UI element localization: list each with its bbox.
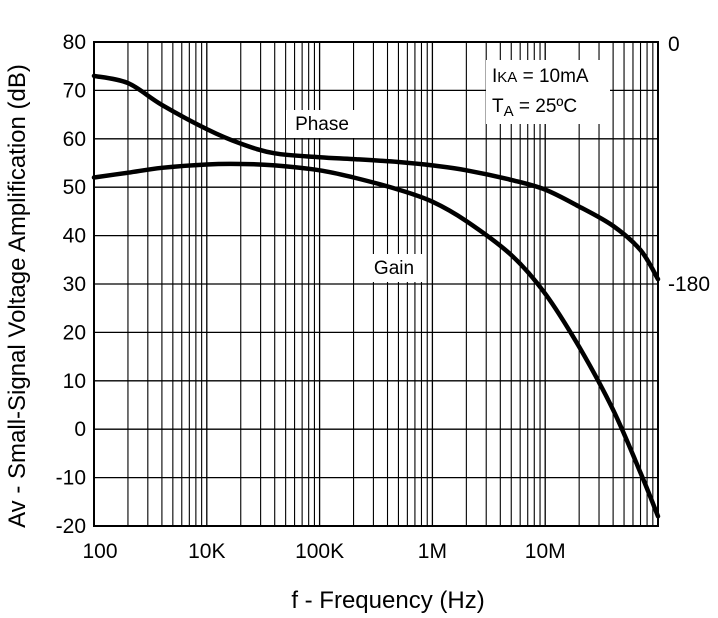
x-tick-label: 10K [188, 540, 225, 563]
x-tick-label: 100K [295, 540, 344, 563]
y-tick-label: 50 [63, 176, 86, 199]
conditions-annotation: IKA = 10mA TA = 25ºC [486, 60, 610, 124]
series-line-phase [91, 73, 661, 282]
right-tick-labels: 0 -180 [668, 33, 710, 296]
right-tick-label: -180 [668, 273, 710, 296]
right-tick-label: 0 [668, 33, 680, 56]
ta-annotation: TA = 25ºC [492, 96, 577, 120]
curves [91, 73, 661, 519]
y-tick-label: 10 [63, 370, 86, 393]
x-axis-title: f - Frequency (Hz) [291, 587, 484, 614]
y-tick-label: 60 [63, 128, 86, 151]
plot-frame [93, 41, 659, 527]
y-tick-label: 40 [63, 225, 86, 248]
y-tick-label: 80 [63, 31, 86, 54]
series-label-gain: Gain [374, 258, 414, 279]
series-labels: Phase Gain [286, 110, 424, 282]
y-axis-title: Av - Small-Signal Voltage Amplification … [4, 64, 31, 528]
ika-annotation: IKA = 10mA [492, 66, 589, 87]
x-tick-label: 100 [82, 540, 117, 563]
x-tick-labels: 100 10K 100K 1M 10M [82, 540, 565, 563]
y-tick-label: 20 [63, 321, 86, 344]
y-tick-label: 0 [74, 418, 86, 441]
y-tick-label: 30 [63, 273, 86, 296]
x-tick-label: 1M [418, 540, 447, 563]
y-tick-labels: -20 -10 0 10 20 30 40 50 60 70 80 [56, 31, 86, 538]
y-tick-label: -10 [56, 467, 86, 490]
x-tick-label: 10M [525, 540, 566, 563]
series-label-phase: Phase [295, 114, 349, 135]
y-tick-label: 70 [63, 79, 86, 102]
series-line-gain [91, 161, 661, 519]
y-tick-label: -20 [56, 515, 86, 538]
